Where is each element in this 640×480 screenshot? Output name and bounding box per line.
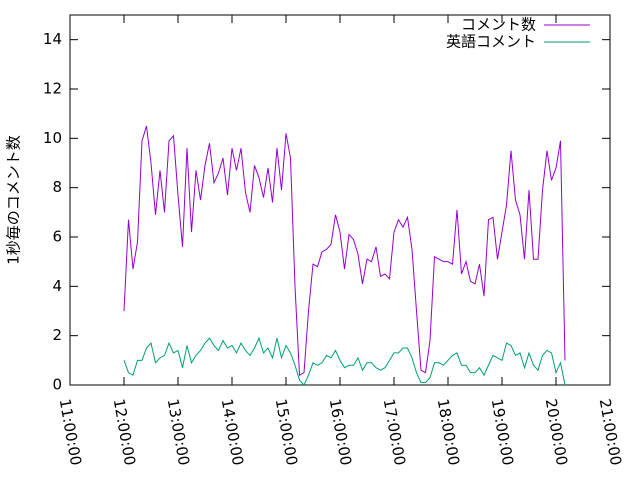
y-tick-label: 8 (52, 178, 62, 196)
y-tick-label: 4 (52, 277, 62, 295)
x-tick-label: 19:00:00 (488, 397, 517, 466)
legend-label: 英語コメント (446, 33, 536, 51)
y-tick-label: 12 (43, 80, 62, 98)
y-tick-label: 2 (52, 326, 62, 344)
x-tick-label: 12:00:00 (110, 397, 139, 466)
legend-label: コメント数 (461, 16, 536, 34)
y-tick-label: 14 (43, 30, 62, 48)
x-tick-label: 18:00:00 (434, 397, 463, 466)
plot-frame (69, 14, 611, 386)
x-tick-label: 17:00:00 (380, 397, 409, 466)
series-line (123, 336, 566, 386)
y-axis-label: 1秒毎のコメント数 (5, 135, 23, 265)
x-tick-label: 15:00:00 (272, 397, 301, 466)
series-line (123, 125, 566, 376)
x-tick-label: 21:00:00 (596, 397, 625, 466)
y-tick-label: 6 (52, 228, 62, 246)
x-tick-label: 20:00:00 (542, 397, 571, 466)
x-tick-label: 13:00:00 (164, 397, 193, 466)
x-tick-label: 16:00:00 (326, 397, 355, 466)
y-tick-label: 0 (52, 376, 62, 394)
x-tick-label: 11:00:00 (56, 397, 85, 466)
x-tick-label: 14:00:00 (218, 397, 247, 466)
y-tick-label: 10 (43, 129, 62, 147)
